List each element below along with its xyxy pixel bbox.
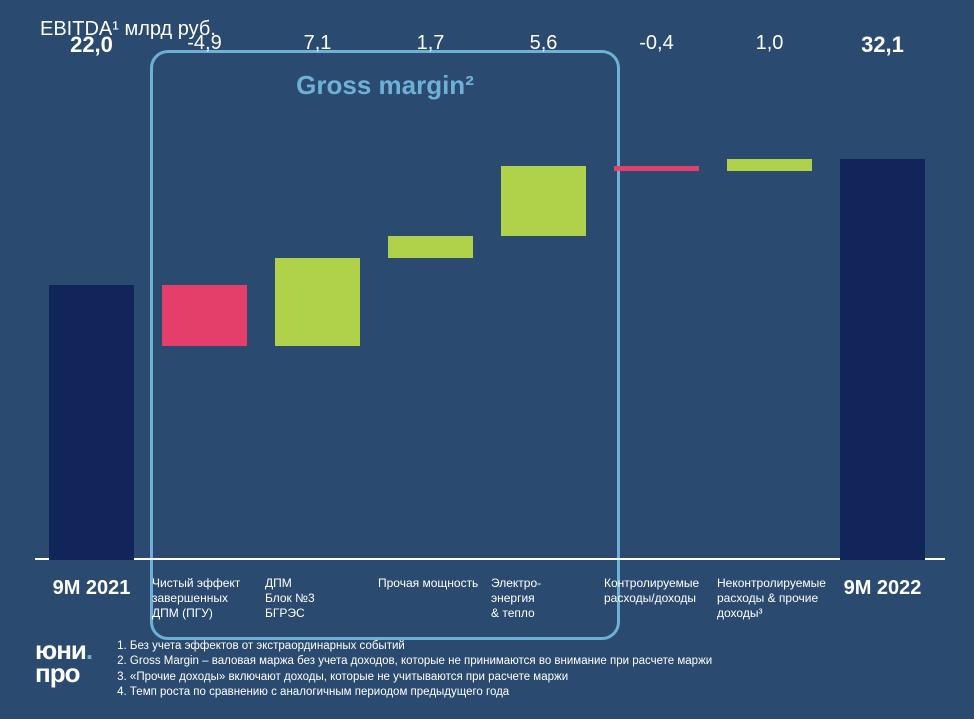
category-label: Контролируемые расходы/доходы <box>600 576 713 606</box>
bar-positive <box>727 159 812 172</box>
bar-positive <box>388 236 473 257</box>
waterfall-column: 32,1 <box>826 130 939 560</box>
value-label: 1,0 <box>713 32 826 55</box>
footnote-line: 3. «Прочие доходы» включают доходы, кото… <box>117 670 712 686</box>
waterfall-column: 1,7 <box>374 130 487 560</box>
footer: юни. про 1. Без учета эффектов от экстра… <box>35 639 939 701</box>
logo-dot: . <box>86 635 92 665</box>
bar-positive <box>275 258 360 347</box>
waterfall-column: 22,0 <box>35 130 148 560</box>
gross-margin-title: Gross margin² <box>150 70 620 101</box>
category-label: Электро- энергия & тепло <box>487 576 600 621</box>
logo-line2: про <box>35 658 79 688</box>
waterfall-column: -4,9 <box>148 130 261 560</box>
value-label: 22,0 <box>35 32 148 58</box>
category-label: Неконтролируемые расходы & прочие доходы… <box>713 576 826 621</box>
value-label: 7,1 <box>261 32 374 55</box>
category-label: Чистый эффект завершенных ДПМ (ПГУ) <box>148 576 261 621</box>
category-label: 9М 2022 <box>826 576 939 601</box>
waterfall-column: -0,4 <box>600 130 713 560</box>
bar-total <box>49 285 134 560</box>
waterfall-column: 1,0 <box>713 130 826 560</box>
category-label: ДПМ Блок №3 БГРЭС <box>261 576 374 621</box>
bar-positive <box>501 166 586 236</box>
value-label: 5,6 <box>487 32 600 55</box>
value-label: 32,1 <box>826 32 939 58</box>
logo: юни. про <box>35 639 92 686</box>
category-labels: 9М 2021Чистый эффект завершенных ДПМ (ПГ… <box>35 570 945 630</box>
bar-negative <box>162 285 247 346</box>
waterfall-chart: 22,0-4,97,11,75,6-0,41,032,1 <box>35 130 945 560</box>
footnote-line: 1. Без учета эффектов от экстраординарны… <box>117 639 712 655</box>
value-label: 1,7 <box>374 32 487 55</box>
waterfall-column: 5,6 <box>487 130 600 560</box>
bar-total <box>840 159 925 560</box>
category-label: Прочая мощность <box>374 576 487 591</box>
bar-negative <box>614 166 699 171</box>
value-label: -0,4 <box>600 32 713 55</box>
footnote-line: 2. Gross Margin – валовая маржа без учет… <box>117 654 712 670</box>
footnotes: 1. Без учета эффектов от экстраординарны… <box>117 639 712 701</box>
category-label: 9М 2021 <box>35 576 148 601</box>
value-label: -4,9 <box>148 32 261 55</box>
footnote-line: 4. Темп роста по сравнению с аналогичным… <box>117 685 712 701</box>
waterfall-column: 7,1 <box>261 130 374 560</box>
